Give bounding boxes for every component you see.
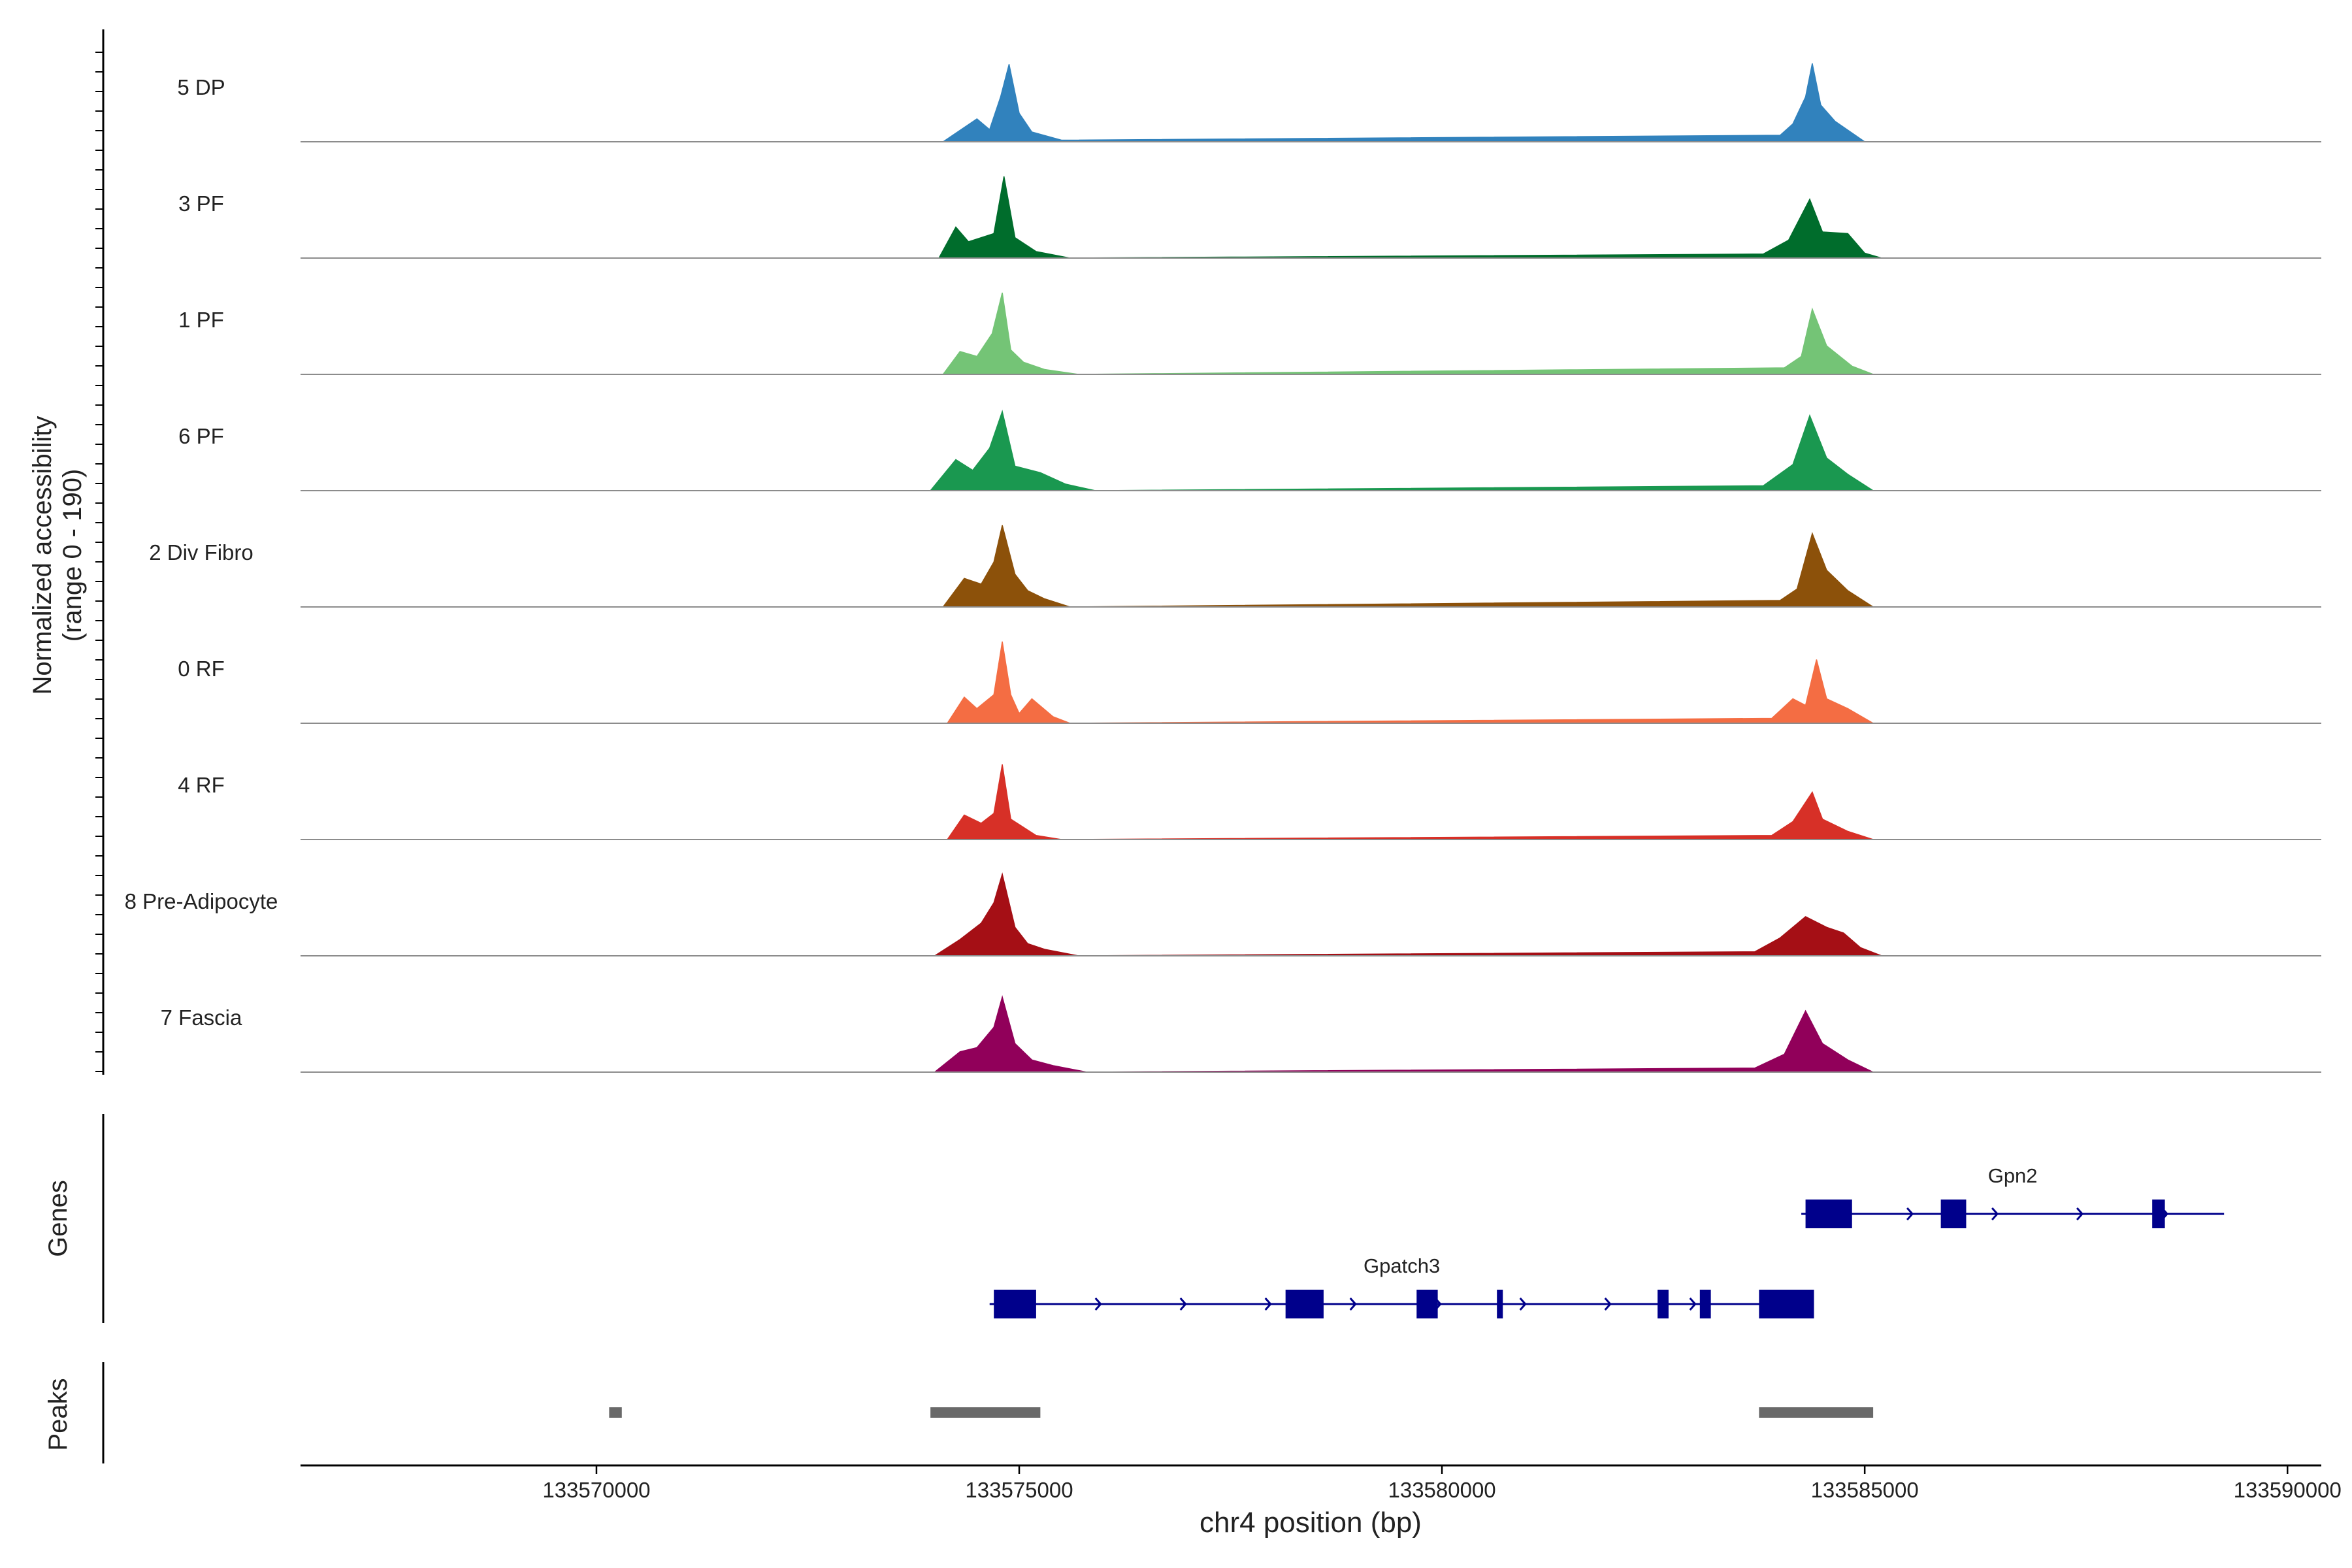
gene-exon [1699,1290,1711,1318]
coverage-area [933,872,1882,956]
coverage-area [946,764,1874,840]
gene-exon [1497,1290,1503,1318]
gene-exon [1940,1200,1967,1228]
genes-track-label: Genes [44,1180,73,1257]
coverage-area [946,641,1875,724]
coverage-area [933,995,1874,1073]
strand-arrow [1094,1298,1102,1311]
track-3: 1 PF [178,292,2321,375]
peak-region [1759,1407,1874,1418]
coverage-area [942,292,1874,375]
strand-arrow [1604,1298,1612,1311]
track-label: 7 Fascia [161,1005,242,1030]
gene-exon [1805,1200,1852,1228]
coverage-area [942,525,1875,608]
gene-gpatch3: Gpatch3 [989,1254,1814,1318]
gene-exon [1285,1290,1324,1318]
track-label: 5 DP [177,75,225,99]
track-2: 3 PF [178,176,2321,259]
gene-name: Gpatch3 [1364,1254,1440,1277]
peak-region [609,1407,622,1418]
x-tick-label: 133575000 [965,1478,1073,1502]
track-5: 2 Div Fibro [149,525,2321,608]
gene-exon [1759,1290,1814,1318]
coverage-area [938,176,1882,259]
strand-arrow [1264,1298,1272,1311]
track-4: 6 PF [178,410,2321,491]
x-axis: 133570000 133575000 133580000 133585000 1335… [301,1464,2342,1502]
track-9: 7 Fascia [161,995,2321,1073]
x-tick-label: 133590000 [2234,1478,2342,1502]
gene-annotations: Gpn2 Gpatch3 [989,1164,2225,1318]
track-label: 2 Div Fibro [149,540,253,564]
gene-exon [994,1290,1036,1318]
strand-arrow [1519,1298,1527,1311]
x-tick-label: 133580000 [1388,1478,1495,1502]
track-label: 6 PF [178,424,224,448]
coverage-area [941,63,1867,142]
track-label: 8 Pre-Adipocyte [125,889,278,913]
track-1: 5 DP [177,63,2321,142]
strand-arrow [1689,1298,1697,1311]
gene-exon [1658,1290,1669,1318]
y-axis-label: Normalized accessibility [28,416,57,695]
strand-arrow [1179,1298,1187,1311]
coverage-area [929,410,1875,491]
strand-arrow [1906,1207,1914,1220]
track-label: 4 RF [178,773,225,797]
track-7: 4 RF [178,764,2321,840]
gene-exon [1416,1290,1438,1318]
coverage-tracks: 5 DP 3 PF 1 PF 6 PF 2 Div Fibro 0 RF 4 RF 8 Pre… [125,63,2321,1073]
gene-gpn2: Gpn2 [1801,1164,2225,1228]
y-axis [95,29,105,1075]
gene-name: Gpn2 [1988,1164,2038,1187]
strand-arrow [2076,1207,2084,1220]
strand-arrow [1349,1298,1357,1311]
y-axis-label-range: (range 0 - 190) [58,469,87,642]
peak-region [930,1407,1041,1418]
track-6: 0 RF [178,641,2321,724]
track-label: 3 PF [178,191,224,216]
x-tick-label: 133570000 [542,1478,650,1502]
gene-exon [2152,1200,2165,1228]
track-label: 0 RF [178,657,225,681]
track-8: 8 Pre-Adipocyte [125,872,2321,956]
strand-arrow [1991,1207,1999,1220]
peak-regions [609,1407,1874,1418]
track-label: 1 PF [178,308,224,332]
x-axis-label: chr4 position (bp) [1200,1507,1422,1539]
peaks-track-label: Peaks [44,1378,73,1450]
x-tick-label: 133585000 [1811,1478,1919,1502]
